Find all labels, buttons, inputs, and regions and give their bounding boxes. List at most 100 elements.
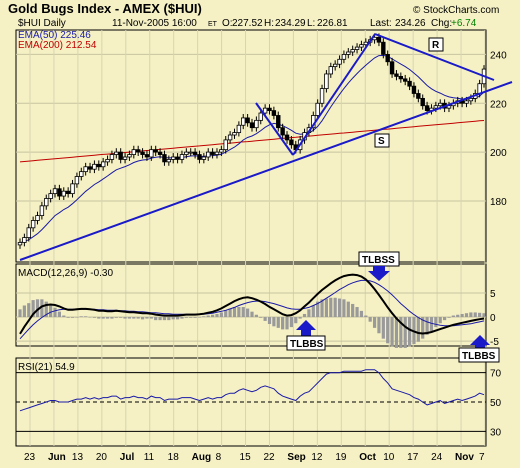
macd-hist-bar (329, 297, 333, 318)
candle-body (289, 139, 294, 146)
candle-body (245, 117, 250, 124)
price-tick-label: 220 (490, 99, 507, 110)
macd-tick-label: 5 (490, 289, 496, 300)
candle-body (210, 151, 215, 155)
macd-line (19, 273, 485, 335)
candle (44, 194, 49, 210)
candle-body (284, 134, 290, 141)
price-tick-label: 200 (490, 148, 507, 159)
candle-body (324, 73, 329, 90)
macd-hist-bar (368, 317, 372, 322)
x-tick-label: Sep (287, 452, 305, 463)
macd-hist-bar (101, 317, 105, 319)
macd-hist-bar (460, 313, 464, 318)
candle (280, 123, 285, 139)
x-tick-label: Oct (359, 452, 376, 463)
candle (267, 104, 272, 115)
x-tick-label: 17 (407, 452, 419, 463)
candle (276, 111, 281, 132)
svg-text:TLBBS: TLBBS (462, 351, 496, 362)
macd-hist-bar (443, 317, 447, 321)
arrow-up-icon (470, 335, 490, 350)
macd-hist-bar (53, 307, 57, 318)
macd-hist-bar (429, 317, 434, 331)
macd-hist-bar (202, 316, 206, 318)
x-tick-label: Aug (192, 452, 211, 463)
candle-body (236, 124, 242, 133)
rsi-tick-label: 70 (490, 369, 502, 380)
candle (236, 121, 242, 137)
candle (324, 70, 329, 93)
macd-hist-bar (394, 317, 399, 348)
candle (214, 148, 220, 159)
candle-body (280, 127, 285, 136)
macd-title: MACD(12,26,9) -0.30 (18, 268, 113, 279)
macd-hist-bar (154, 317, 158, 321)
macd-hist-bar (434, 317, 438, 328)
candle (332, 60, 338, 71)
ema50-line (19, 54, 485, 243)
candle (258, 109, 263, 125)
candle-body (354, 46, 360, 50)
svg-text:TLBBS: TLBBS (290, 339, 324, 350)
candle (109, 150, 115, 164)
candle (175, 153, 180, 164)
x-tick-label: Nov (455, 452, 474, 463)
candle-body (249, 122, 255, 129)
candle-body (241, 117, 246, 126)
macd-hist-bar (482, 313, 486, 318)
macd-hist-bar (49, 304, 53, 318)
candle-body (337, 58, 342, 65)
candle (105, 155, 110, 166)
candle (249, 118, 255, 132)
candle (122, 153, 128, 164)
macd-hist-bar (97, 317, 101, 319)
x-tick-label: Jun (48, 452, 66, 463)
macd-tick-label: -5 (490, 337, 499, 348)
candle-body (315, 102, 320, 116)
x-tick-label: 15 (240, 452, 252, 463)
macd-hist-bar (250, 311, 254, 318)
macd-hist-bar (403, 317, 407, 348)
candle-body (96, 163, 101, 168)
candle (337, 55, 342, 69)
macd-hist-bar (381, 317, 385, 339)
candle-body (214, 151, 220, 155)
candle-body (175, 156, 180, 160)
quote-last-label: Last: (370, 18, 392, 29)
candle-body (166, 159, 172, 163)
macd-hist-bar (259, 317, 263, 318)
macd-hist-bar (438, 317, 442, 324)
candle-body (201, 156, 207, 160)
candle (184, 148, 189, 159)
candle (381, 38, 386, 59)
macd-hist-bar (70, 317, 75, 318)
quote-timezone: ET (208, 21, 218, 28)
candle (35, 211, 40, 225)
macd-hist-bar (456, 314, 460, 318)
macd-hist-bar (267, 317, 272, 325)
candle-body (179, 154, 185, 160)
macd-hist-bar (386, 317, 390, 344)
candle (65, 187, 71, 198)
tlbss-callout: TLBSS (358, 251, 400, 281)
macd-hist-bar (359, 310, 364, 318)
candle-body (376, 36, 382, 43)
candle-body (258, 112, 263, 121)
macd-tick-label: 0 (490, 313, 496, 324)
macd-hist-bar (62, 315, 66, 318)
macd-hist-bar (276, 317, 280, 328)
candle-body (57, 188, 62, 197)
x-tick-label: 24 (431, 452, 443, 463)
candle (197, 150, 202, 164)
candle (346, 48, 351, 59)
quote-date: 11-Nov-2005 16:00 (112, 18, 197, 29)
macd-hist-bar (307, 309, 311, 318)
macd-hist-bar (451, 315, 455, 318)
copyright[interactable]: © StockCharts.com (413, 5, 499, 16)
candle (271, 106, 277, 120)
macd-hist-bar (136, 317, 140, 319)
candle-body (416, 93, 421, 99)
candle (223, 135, 228, 154)
